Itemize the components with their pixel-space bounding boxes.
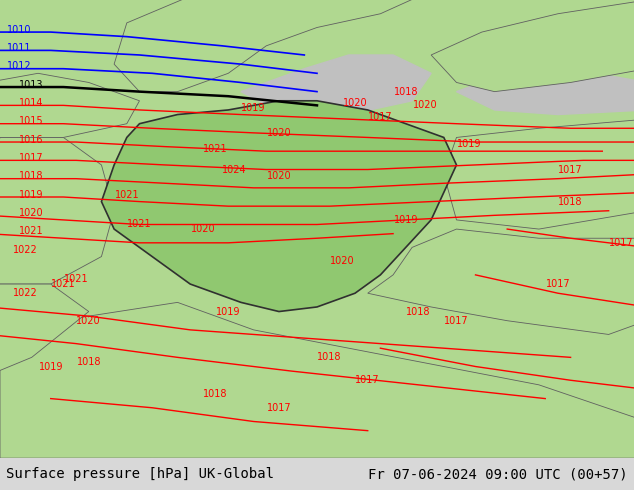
Text: 1021: 1021 (127, 220, 152, 229)
Text: 1017: 1017 (546, 279, 570, 289)
Text: 1018: 1018 (406, 307, 430, 317)
Text: 1019: 1019 (457, 139, 481, 149)
Text: 1022: 1022 (13, 288, 38, 298)
Text: 1020: 1020 (330, 256, 354, 266)
Polygon shape (368, 229, 634, 335)
Polygon shape (0, 74, 139, 138)
Polygon shape (0, 138, 114, 284)
Polygon shape (444, 119, 634, 229)
Text: 1021: 1021 (20, 226, 44, 236)
Text: 1012: 1012 (7, 61, 31, 72)
Text: Fr 07-06-2024 09:00 UTC (00+57): Fr 07-06-2024 09:00 UTC (00+57) (368, 467, 628, 481)
Text: 1021: 1021 (204, 144, 228, 154)
Text: 1017: 1017 (267, 403, 291, 413)
Text: 1020: 1020 (413, 100, 437, 110)
Polygon shape (0, 170, 101, 229)
Text: 1020: 1020 (20, 208, 44, 218)
Polygon shape (114, 0, 431, 92)
Text: 1010: 1010 (7, 25, 31, 35)
Text: 1020: 1020 (77, 316, 101, 326)
Text: 1017: 1017 (609, 238, 633, 248)
Text: 1018: 1018 (204, 389, 228, 399)
Text: 1019: 1019 (20, 190, 44, 200)
Text: Surface pressure [hPa] UK-Global: Surface pressure [hPa] UK-Global (6, 467, 275, 481)
Polygon shape (0, 284, 89, 376)
Text: 1015: 1015 (20, 117, 44, 126)
Text: 1017: 1017 (356, 375, 380, 385)
Text: 1020: 1020 (267, 172, 291, 181)
Text: 1020: 1020 (191, 224, 215, 234)
Text: 1013: 1013 (20, 80, 44, 90)
Text: 1018: 1018 (318, 352, 342, 363)
Text: 1018: 1018 (20, 172, 44, 181)
Text: 1014: 1014 (20, 98, 44, 108)
Text: 1017: 1017 (559, 165, 583, 174)
Text: 1018: 1018 (77, 357, 101, 367)
Polygon shape (241, 55, 431, 115)
Text: 1017: 1017 (444, 316, 469, 326)
Text: 1019: 1019 (394, 215, 418, 225)
Text: 1019: 1019 (216, 307, 240, 317)
Text: 1021: 1021 (115, 190, 139, 200)
Text: 1017: 1017 (20, 153, 44, 163)
Polygon shape (431, 0, 634, 92)
Text: 1020: 1020 (343, 98, 367, 108)
Text: 1017: 1017 (368, 112, 392, 122)
Text: 1024: 1024 (223, 165, 247, 174)
Text: 1021: 1021 (51, 279, 75, 289)
Polygon shape (0, 302, 634, 458)
Polygon shape (0, 229, 76, 261)
Text: 1021: 1021 (64, 274, 88, 285)
Text: 1020: 1020 (267, 128, 291, 138)
Text: 1019: 1019 (39, 362, 63, 371)
Polygon shape (101, 101, 456, 312)
Polygon shape (456, 69, 634, 115)
Text: 1018: 1018 (394, 87, 418, 97)
Text: 1011: 1011 (7, 43, 31, 53)
Text: 1022: 1022 (13, 245, 38, 255)
Text: 1016: 1016 (20, 135, 44, 145)
Text: 1019: 1019 (242, 103, 266, 113)
Text: 1018: 1018 (559, 196, 583, 207)
